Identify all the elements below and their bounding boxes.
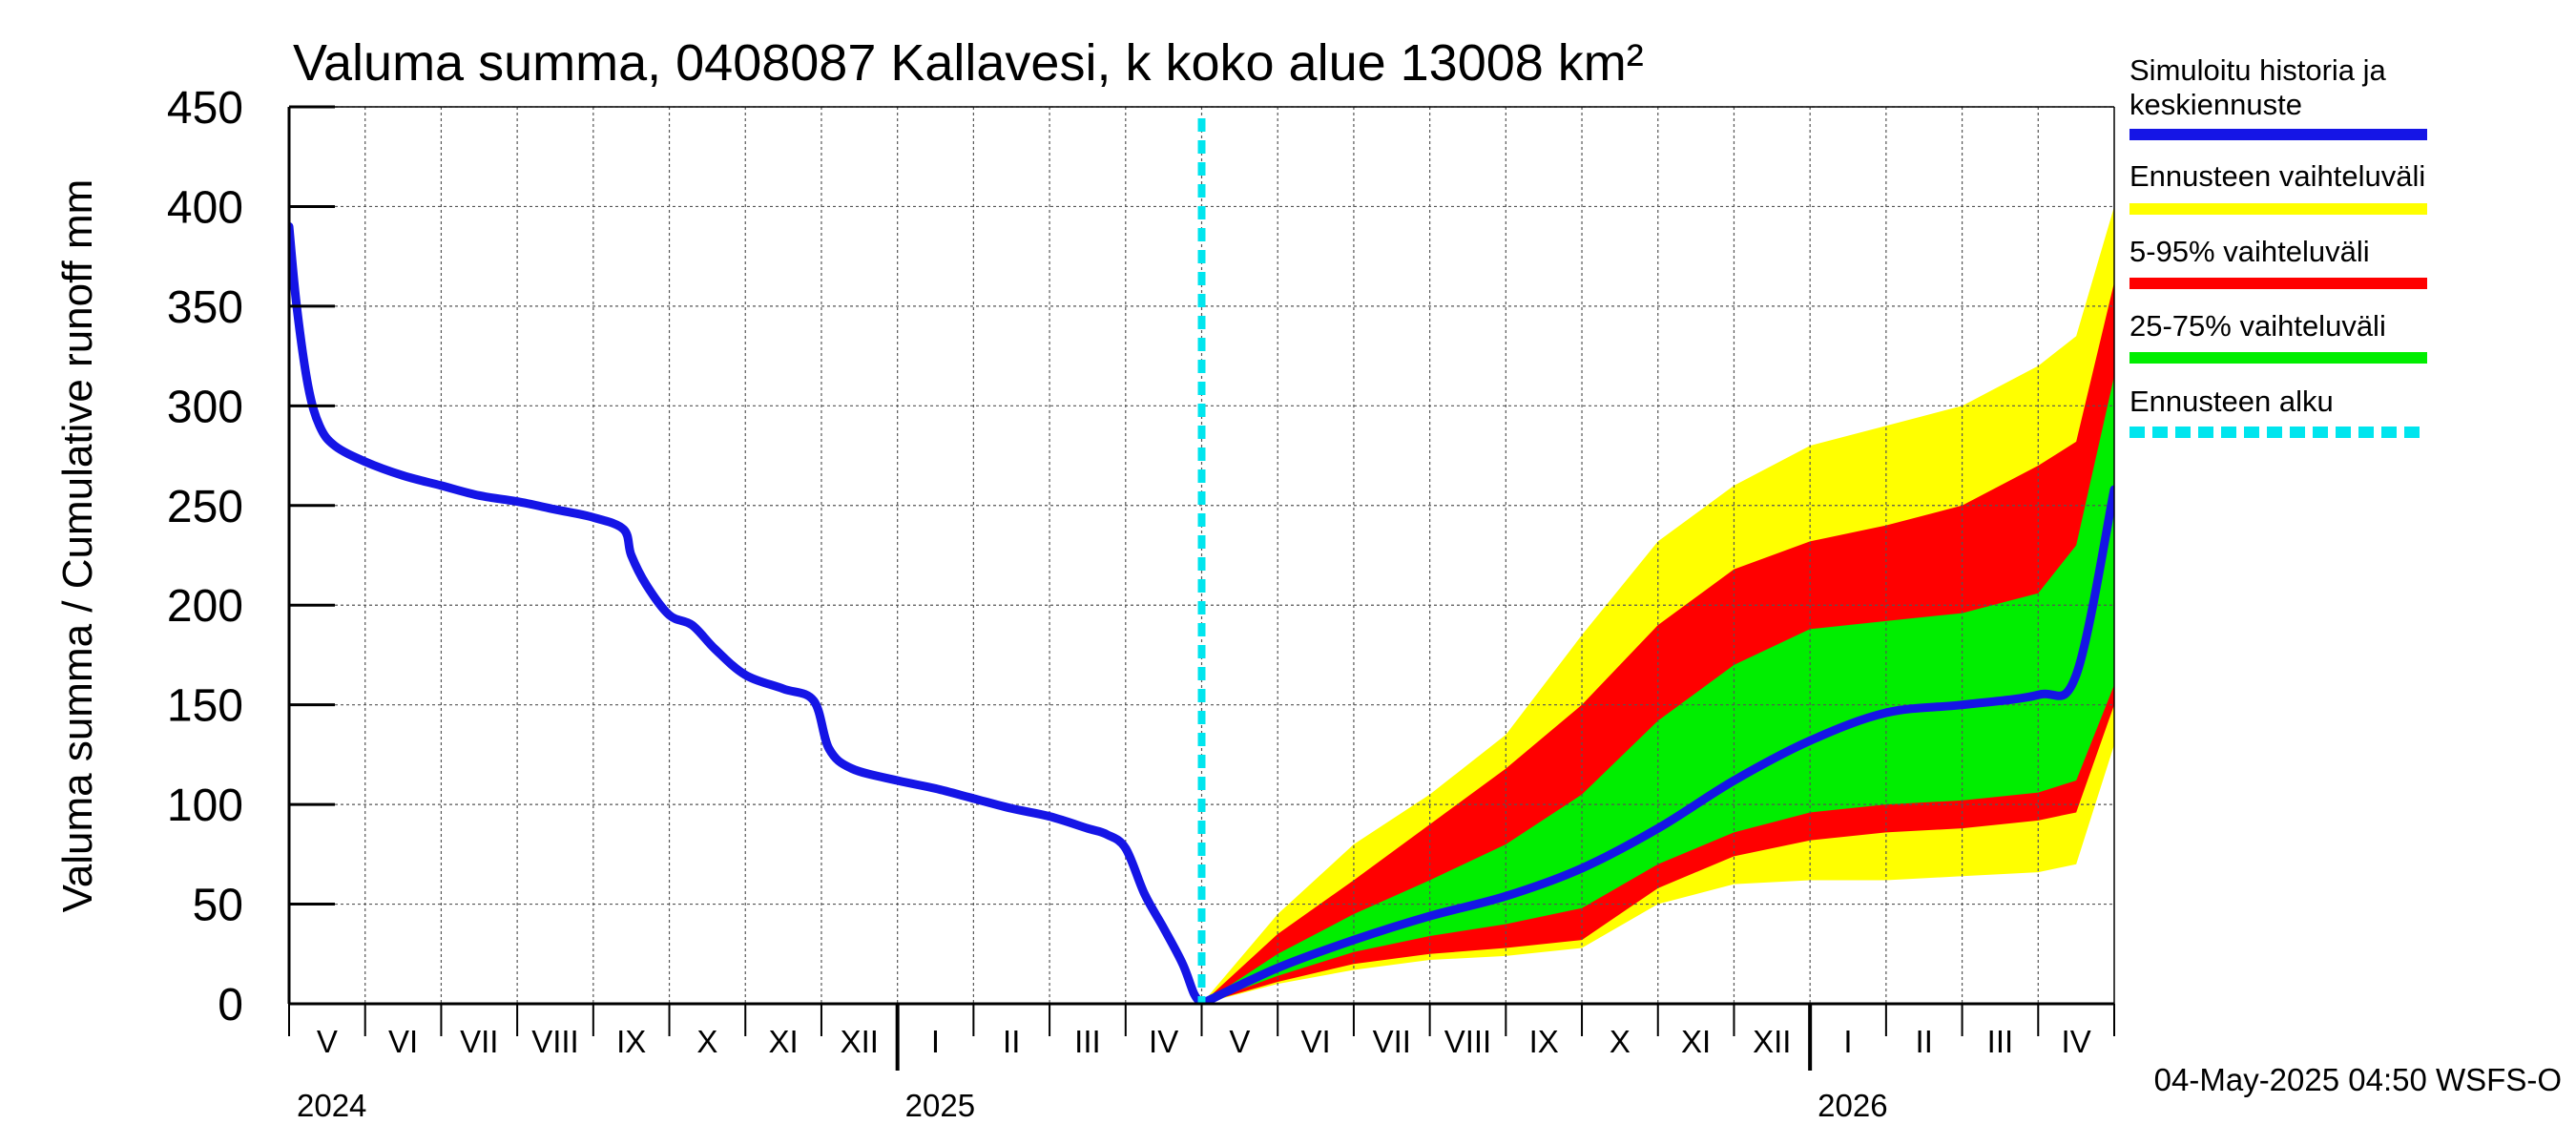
legend-label: Simuloitu historia ja keskiennuste bbox=[2129, 53, 2387, 121]
axes bbox=[287, 105, 2115, 1071]
y-tick-label: 300 bbox=[167, 382, 243, 432]
y-tick-label: 150 bbox=[167, 681, 243, 732]
y-tick-label: 50 bbox=[193, 881, 243, 931]
legend-label-line: Simuloitu historia ja bbox=[2129, 53, 2387, 87]
y-tick-label: 200 bbox=[167, 581, 243, 632]
month-label: I bbox=[931, 1024, 940, 1059]
y-tick-labels: 0 50 100 150 200 250 300 350 400 450 bbox=[167, 83, 243, 1030]
month-label: IV bbox=[2062, 1024, 2091, 1059]
month-label: VII bbox=[1373, 1024, 1411, 1059]
band-25-75 bbox=[1201, 376, 2114, 1004]
legend-label: 25-75% vaihteluväli bbox=[2129, 309, 2386, 343]
month-label: I bbox=[1843, 1024, 1852, 1059]
legend-label-line: keskiennuste bbox=[2129, 88, 2302, 121]
month-label: X bbox=[696, 1024, 717, 1059]
month-label: VI bbox=[388, 1024, 418, 1059]
y-tick-label: 450 bbox=[167, 83, 243, 134]
y-tick-label: 350 bbox=[167, 282, 243, 333]
legend-label-line: 5-95% vaihteluväli bbox=[2129, 235, 2370, 268]
data-lines bbox=[289, 118, 2114, 1004]
legend-label-line: Ennusteen alku bbox=[2129, 385, 2334, 418]
y-tick-label: 0 bbox=[218, 980, 243, 1030]
month-label: VII bbox=[460, 1024, 498, 1059]
year-label: 2025 bbox=[905, 1088, 975, 1123]
legend-label: 5-95% vaihteluväli bbox=[2129, 235, 2370, 268]
legend-label-line: Ennusteen vaihteluväli bbox=[2129, 159, 2425, 193]
month-label: IV bbox=[1149, 1024, 1178, 1059]
history-line bbox=[289, 221, 1206, 1004]
month-label: XI bbox=[769, 1024, 799, 1059]
month-label: XI bbox=[1681, 1024, 1711, 1059]
month-label: IX bbox=[1529, 1024, 1559, 1059]
month-label: VI bbox=[1300, 1024, 1330, 1059]
forecast-median-line bbox=[1197, 485, 2114, 1004]
month-label: XII bbox=[841, 1024, 879, 1059]
month-label: II bbox=[1003, 1024, 1020, 1059]
y-axis-label: Valuma summa / Cumulative runoff mm bbox=[54, 179, 101, 913]
month-label: V bbox=[1229, 1024, 1250, 1059]
year-label: 2024 bbox=[297, 1088, 366, 1123]
y-tick-label: 100 bbox=[167, 781, 243, 831]
y-tick-label: 250 bbox=[167, 482, 243, 532]
y-tick-label: 400 bbox=[167, 182, 243, 233]
month-label: X bbox=[1610, 1024, 1631, 1059]
legend-label: Ennusteen vaihteluväli bbox=[2129, 159, 2425, 193]
legend-label: Ennusteen alku bbox=[2129, 385, 2334, 418]
chart-title: Valuma summa, 0408087 Kallavesi, k koko … bbox=[293, 34, 1644, 92]
month-label: VIII bbox=[531, 1024, 579, 1059]
year-labels: 2024 2025 2026 bbox=[297, 1088, 1888, 1123]
month-label: III bbox=[1074, 1024, 1101, 1059]
legend: Simuloitu historia ja keskiennuste Ennuste… bbox=[2129, 53, 2427, 438]
footer-timestamp: 04-May-2025 04:50 WSFS-O bbox=[2154, 1062, 2562, 1097]
month-label: II bbox=[1916, 1024, 1933, 1059]
year-label: 2026 bbox=[1818, 1088, 1887, 1123]
legend-label-line: 25-75% vaihteluväli bbox=[2129, 309, 2386, 343]
month-label: V bbox=[317, 1024, 338, 1059]
month-label: XII bbox=[1753, 1024, 1791, 1059]
month-label: III bbox=[1987, 1024, 2014, 1059]
month-labels: V VI VII VIII IX X XI XII I II III IV V VI VII VIII IX X X… bbox=[317, 1024, 2091, 1059]
month-label: VIII bbox=[1444, 1024, 1492, 1059]
month-label: IX bbox=[616, 1024, 646, 1059]
